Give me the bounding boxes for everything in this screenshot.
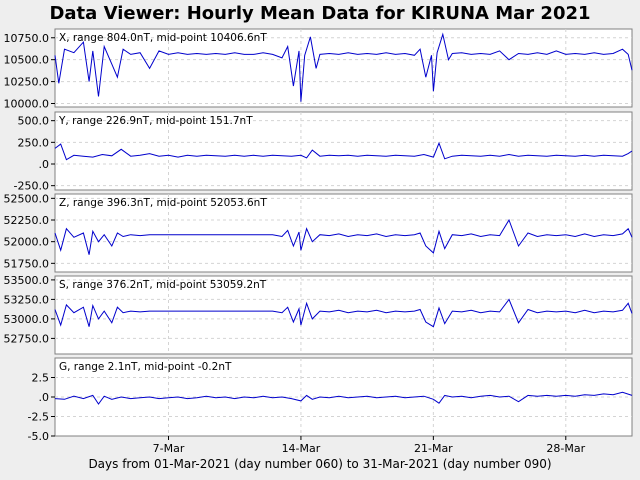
panel-2: 52500.0 52250.0 52000.0 51750.0 Z, range 396… (4, 192, 633, 273)
x-tick-label: 21-Mar (414, 442, 453, 455)
panel-label: X, range 804.0nT, mid-point 10406.6nT (59, 32, 267, 44)
panel-label: S, range 376.2nT, mid-point 53059.2nT (59, 279, 267, 291)
y-tick-label: 53500.0 (4, 274, 50, 287)
y-tick-label: .0 (39, 391, 50, 404)
data-line (54, 32, 633, 102)
data-line (54, 391, 633, 405)
panel-background (54, 111, 633, 191)
data-line (54, 141, 633, 161)
panel-background (54, 193, 633, 273)
panel-label: Z, range 396.3nT, mid-point 52053.6nT (59, 197, 267, 209)
panel-1: 500.0 250.0 .0 -250.0 Y, range 226.9nT, mid-… (14, 111, 633, 193)
chart-title: Data Viewer: Hourly Mean Data for KIRUNA… (49, 3, 591, 24)
y-tick-label: 51750.0 (4, 257, 50, 270)
y-tick-label: -250.0 (14, 180, 49, 193)
y-tick-label: 10250.0 (4, 76, 50, 89)
data-line (54, 218, 633, 255)
x-axis-label: Days from 01-Mar-2021 (day number 060) t… (88, 457, 552, 471)
y-tick-label: -5.0 (28, 430, 49, 443)
panel-label: Y, range 226.9nT, mid-point 151.7nT (58, 115, 253, 127)
panel-background (54, 275, 633, 355)
y-tick-label: 10750.0 (4, 32, 50, 45)
y-tick-label: 500.0 (18, 115, 50, 128)
y-tick-label: 250.0 (18, 136, 50, 149)
y-tick-label: 52250.0 (4, 214, 50, 227)
y-tick-label: 52500.0 (4, 192, 50, 205)
y-tick-label: -2.5 (28, 411, 49, 424)
x-tick-label: 7-Mar (153, 442, 185, 455)
panel-0: 10750.0 10500.0 10250.0 10000.0 X, range 804… (4, 28, 633, 110)
panel-label: G, range 2.1nT, mid-point -0.2nT (59, 361, 232, 373)
panel-background (54, 28, 633, 108)
y-tick-label: .0 (39, 158, 50, 171)
panel-3: 53500.0 53250.0 53000.0 52750.0 S, range 376… (4, 274, 633, 355)
y-tick-label: 52000.0 (4, 236, 50, 249)
y-tick-label: 53000.0 (4, 313, 50, 326)
y-tick-label: 53250.0 (4, 293, 50, 306)
y-tick-label: 10500.0 (4, 54, 50, 67)
x-tick-label: 28-Mar (546, 442, 585, 455)
y-tick-label: 52750.0 (4, 332, 50, 345)
panel-4: 2.5 .0 -2.5 -5.0 G, range 2.1nT, mid-point -… (28, 357, 633, 443)
y-tick-label: 2.5 (32, 372, 50, 385)
x-tick-label: 14-Mar (282, 442, 321, 455)
data-line (54, 298, 633, 328)
y-tick-label: 10000.0 (4, 97, 50, 110)
